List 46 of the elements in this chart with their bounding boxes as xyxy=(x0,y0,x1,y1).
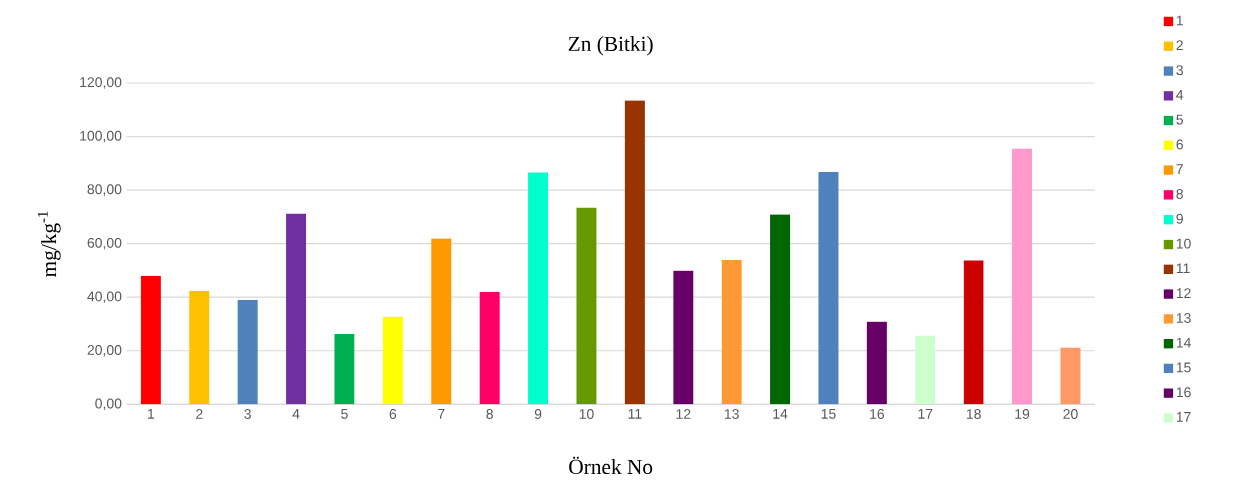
x-tick-label: 9 xyxy=(534,409,542,419)
x-tick-label: 4 xyxy=(292,409,300,419)
x-tick-label: 3 xyxy=(244,409,251,419)
x-tick-label: 11 xyxy=(628,409,642,419)
legend-label: 13 xyxy=(1176,313,1191,323)
y-tick-label: 60,00 xyxy=(87,237,122,250)
x-tick-label: 1 xyxy=(148,409,155,419)
legend-label: 9 xyxy=(1176,213,1183,224)
legend-label: 10 xyxy=(1176,238,1191,249)
legend-label: 2 xyxy=(1176,40,1183,51)
legend-label: 4 xyxy=(1176,90,1184,100)
x-tick-label: 2 xyxy=(196,409,203,419)
x-tick-label: 13 xyxy=(724,409,739,419)
x-tick-label: 19 xyxy=(1015,409,1030,419)
y-tick-label: 80,00 xyxy=(87,184,122,196)
y-tick-label: 120,00 xyxy=(80,77,122,89)
legend-label: 16 xyxy=(1176,387,1191,398)
y-tick-label: 40,00 xyxy=(87,291,122,303)
legend-label: 3 xyxy=(1176,65,1183,76)
y-tick-label: 20,00 xyxy=(87,344,122,357)
x-tick-label: 17 xyxy=(918,409,933,419)
x-axis-title: Örnek No xyxy=(569,456,653,475)
legend-label: 14 xyxy=(1176,337,1191,348)
y-tick-label: 100,00 xyxy=(80,130,122,143)
x-tick-label: 10 xyxy=(579,409,594,419)
chart-title: Zn (Bitki) xyxy=(568,36,653,56)
x-tick-label: 16 xyxy=(870,409,885,419)
x-tick-label: 20 xyxy=(1063,409,1078,419)
legend-label: 11 xyxy=(1176,263,1190,274)
legend-label: 8 xyxy=(1176,188,1183,199)
y-axis-title: mg/kg$^{-1}$ xyxy=(37,211,61,278)
x-tick-label: 6 xyxy=(389,409,397,419)
x-tick-label: 7 xyxy=(438,409,445,419)
x-tick-label: 15 xyxy=(821,409,836,419)
legend-label: 15 xyxy=(1176,362,1191,373)
x-tick-label: 5 xyxy=(341,409,348,419)
y-tick-label: 0,00 xyxy=(95,398,122,411)
legend-label: 7 xyxy=(1176,164,1183,174)
x-tick-label: 14 xyxy=(773,409,788,419)
x-tick-label: 8 xyxy=(486,409,493,419)
x-tick-label: 18 xyxy=(966,409,981,419)
legend-label: 5 xyxy=(1176,114,1183,125)
x-tick-label: 12 xyxy=(676,409,691,419)
legend-label: 1 xyxy=(1176,15,1183,26)
legend-label: 6 xyxy=(1176,139,1183,150)
legend-label: 12 xyxy=(1176,288,1191,298)
